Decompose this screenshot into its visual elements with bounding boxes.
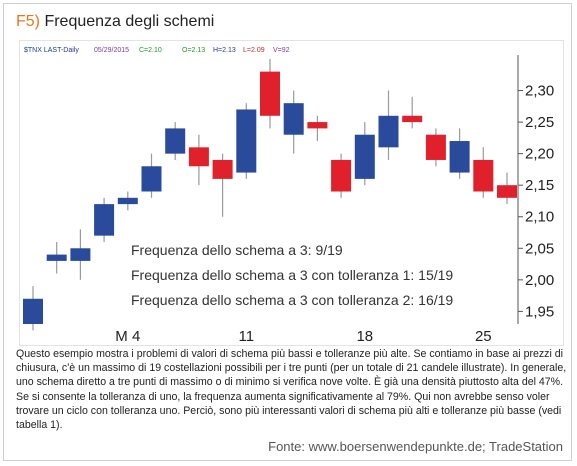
candle-body-up bbox=[94, 204, 115, 236]
candle-10 bbox=[236, 103, 257, 179]
chart-header-low: L=2.09 bbox=[243, 47, 265, 54]
candle-14 bbox=[331, 153, 352, 198]
candle-body-up bbox=[378, 115, 399, 148]
chart-header-open: O=2.13 bbox=[182, 47, 205, 54]
chart-panel: $TNX LAST-Daily 05/29/2015 C=2.10 O=2.13… bbox=[19, 40, 564, 346]
figure-frame bbox=[3, 3, 572, 461]
y-tick-label: 2,10 bbox=[525, 209, 554, 226]
candle-body-up bbox=[23, 298, 43, 324]
candle-body-down bbox=[212, 159, 233, 179]
figure-source: Fonte: www.boersenwendepunkte.de; TradeS… bbox=[268, 439, 563, 454]
figure-title-text: Frequenza degli schemi bbox=[44, 13, 215, 30]
candle-20 bbox=[473, 147, 494, 198]
candle-body-up bbox=[449, 141, 470, 173]
candle-19 bbox=[449, 128, 470, 179]
candle-5 bbox=[117, 191, 138, 211]
candle-body-down bbox=[473, 159, 494, 192]
candle-body-up bbox=[70, 248, 91, 261]
figure-caption: Questo esempio mostra i problemi di valo… bbox=[16, 348, 567, 432]
candlestick-chart: $TNX LAST-Daily 05/29/2015 C=2.10 O=2.13… bbox=[23, 47, 554, 345]
y-tick-label: 2,20 bbox=[525, 146, 554, 163]
candle-17 bbox=[402, 96, 423, 129]
candle-body-up bbox=[46, 254, 67, 261]
y-tick-label: 2,00 bbox=[525, 272, 554, 289]
chart-header-date: 05/29/2015 bbox=[94, 47, 129, 54]
y-tick-label: 2,30 bbox=[525, 83, 554, 100]
annotation-tolerance-1: Frequenza dello schema a 3 con tolleranz… bbox=[131, 267, 453, 283]
y-tick-label: 2,15 bbox=[525, 177, 554, 194]
y-tick-label: 2,05 bbox=[525, 240, 554, 257]
candle-body-down bbox=[307, 122, 328, 129]
annotation-tolerance-2: Frequenza dello schema a 3 con tolleranz… bbox=[131, 292, 453, 308]
candle-9 bbox=[212, 153, 233, 217]
candle-2 bbox=[46, 241, 67, 274]
annotation-box bbox=[128, 231, 506, 309]
candle-18 bbox=[425, 128, 446, 167]
candle-body-up bbox=[354, 134, 375, 179]
y-tick-label: 2,25 bbox=[525, 114, 554, 131]
candle-body-down bbox=[188, 147, 209, 167]
candle-12 bbox=[283, 90, 304, 154]
x-tick-label: 18 bbox=[356, 328, 373, 345]
chart-header: $TNX LAST-Daily 05/29/2015 C=2.10 O=2.13… bbox=[24, 47, 290, 54]
y-tick-label: 1,95 bbox=[525, 303, 554, 320]
chart-header-close: C=2.10 bbox=[139, 47, 162, 54]
candle-body-down bbox=[425, 134, 446, 160]
candle-body-down bbox=[331, 159, 352, 192]
candle-1 bbox=[23, 286, 43, 331]
candle-6 bbox=[141, 153, 162, 198]
candle-21 bbox=[497, 172, 517, 205]
candle-4 bbox=[94, 197, 115, 242]
figure-title: F5) Frequenza degli schemi bbox=[16, 13, 214, 31]
candle-13 bbox=[307, 115, 328, 142]
candle-body-down bbox=[402, 115, 423, 123]
chart-header-volume: V=92 bbox=[273, 47, 290, 54]
chart-header-high: H=2.13 bbox=[213, 47, 236, 54]
candle-11 bbox=[260, 59, 280, 129]
candle-body-up bbox=[283, 103, 304, 135]
x-tick-label: 25 bbox=[475, 328, 492, 345]
candle-8 bbox=[188, 134, 209, 186]
candles-group bbox=[23, 59, 517, 331]
chart-header-symbol: $TNX LAST-Daily bbox=[24, 47, 79, 54]
figure-number: F5) bbox=[16, 13, 40, 30]
x-tick-label: M 4 bbox=[115, 328, 140, 345]
candle-body-up bbox=[141, 166, 162, 192]
candle-body-up bbox=[236, 109, 257, 173]
x-axis-ticks: M 4 11 18 25 bbox=[115, 328, 491, 345]
candle-15 bbox=[354, 122, 375, 186]
candle-body-up bbox=[117, 197, 138, 205]
candle-3 bbox=[70, 229, 91, 280]
candle-body-down bbox=[260, 71, 280, 116]
candle-16 bbox=[378, 90, 399, 160]
y-axis-ticks: 2,30 2,25 2,20 2,15 2,10 2,05 2,00 1,95 bbox=[518, 83, 554, 320]
x-tick-label: 11 bbox=[239, 328, 255, 345]
candle-body-up bbox=[165, 128, 186, 154]
candle-7 bbox=[165, 122, 186, 160]
annotation-pattern-frequency: Frequenza dello schema a 3: 9/19 bbox=[131, 242, 343, 258]
candle-body-down bbox=[497, 185, 517, 198]
